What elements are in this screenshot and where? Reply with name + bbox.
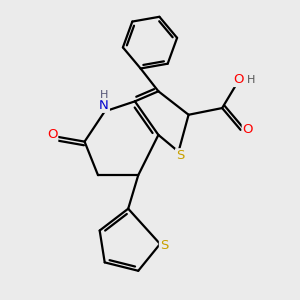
- Text: O: O: [243, 123, 253, 136]
- Text: N: N: [99, 99, 109, 112]
- Text: S: S: [176, 149, 184, 162]
- Text: O: O: [47, 128, 57, 141]
- Text: H: H: [247, 74, 256, 85]
- Text: O: O: [234, 73, 244, 86]
- Text: S: S: [160, 239, 168, 252]
- Text: H: H: [100, 90, 108, 100]
